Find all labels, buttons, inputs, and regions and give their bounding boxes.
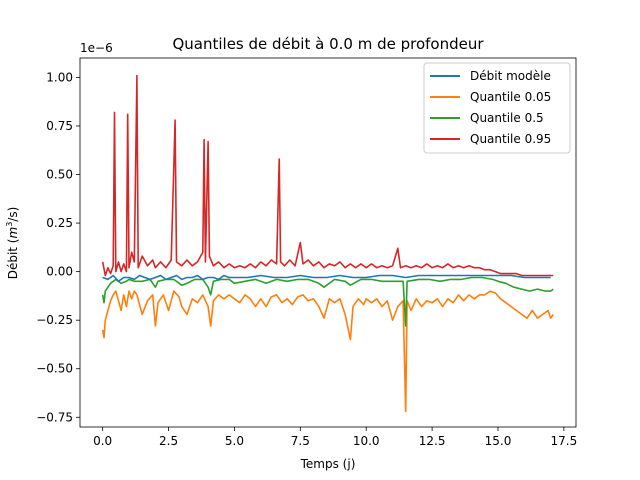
legend-entry: Débit modèle [470,69,551,83]
y-axis-ticks: −0.75 −0.50 −0.25 0.00 0.25 0.50 0.75 1.00 [36,70,80,424]
series-line-quantile-0-95 [101,74,554,277]
x-tick-label: 5.0 [225,434,244,448]
series-line-quantile-0-05 [101,290,554,413]
y-tick-label: 0.50 [46,168,73,182]
legend-entry: Quantile 0.95 [470,132,551,146]
series-layer [101,74,554,413]
x-tick-label: 7.5 [291,434,310,448]
x-tick-label: 2.5 [159,434,178,448]
y-tick-label: −0.25 [36,313,73,327]
y-tick-label: −0.75 [36,410,73,424]
series-line-d-bit-mod-le [102,274,551,283]
x-tick-label: 10.0 [353,434,380,448]
y-tick-label: 0.00 [46,265,73,279]
y-tick-label: 1.00 [46,70,73,84]
plot-frame [79,57,577,428]
x-axis-label: Temps (j) [300,457,356,471]
x-tick-label: 0.0 [93,434,112,448]
y-axis-label: Débit (m3/s) [5,207,20,280]
x-tick-label: 12.5 [419,434,446,448]
y-tick-label: 0.75 [46,119,73,133]
y-tick-label: −0.50 [36,362,73,376]
legend-box [423,62,571,154]
x-tick-label: 17.5 [551,434,578,448]
legend: Débit modèle Quantile 0.05 Quantile 0.5 Qua… [423,62,571,154]
y-offset-label: 1e−6 [80,41,113,55]
y-tick-label: 0.25 [46,216,73,230]
x-tick-label: 15.0 [485,434,512,448]
legend-entry: Quantile 0.5 [470,111,544,125]
x-axis-ticks: 0.0 2.5 5.0 7.5 10.0 12.5 15.0 17.5 [93,427,577,448]
chart-title: Quantiles de débit à 0.0 m de profondeur [172,35,484,53]
legend-entry: Quantile 0.05 [470,90,551,104]
